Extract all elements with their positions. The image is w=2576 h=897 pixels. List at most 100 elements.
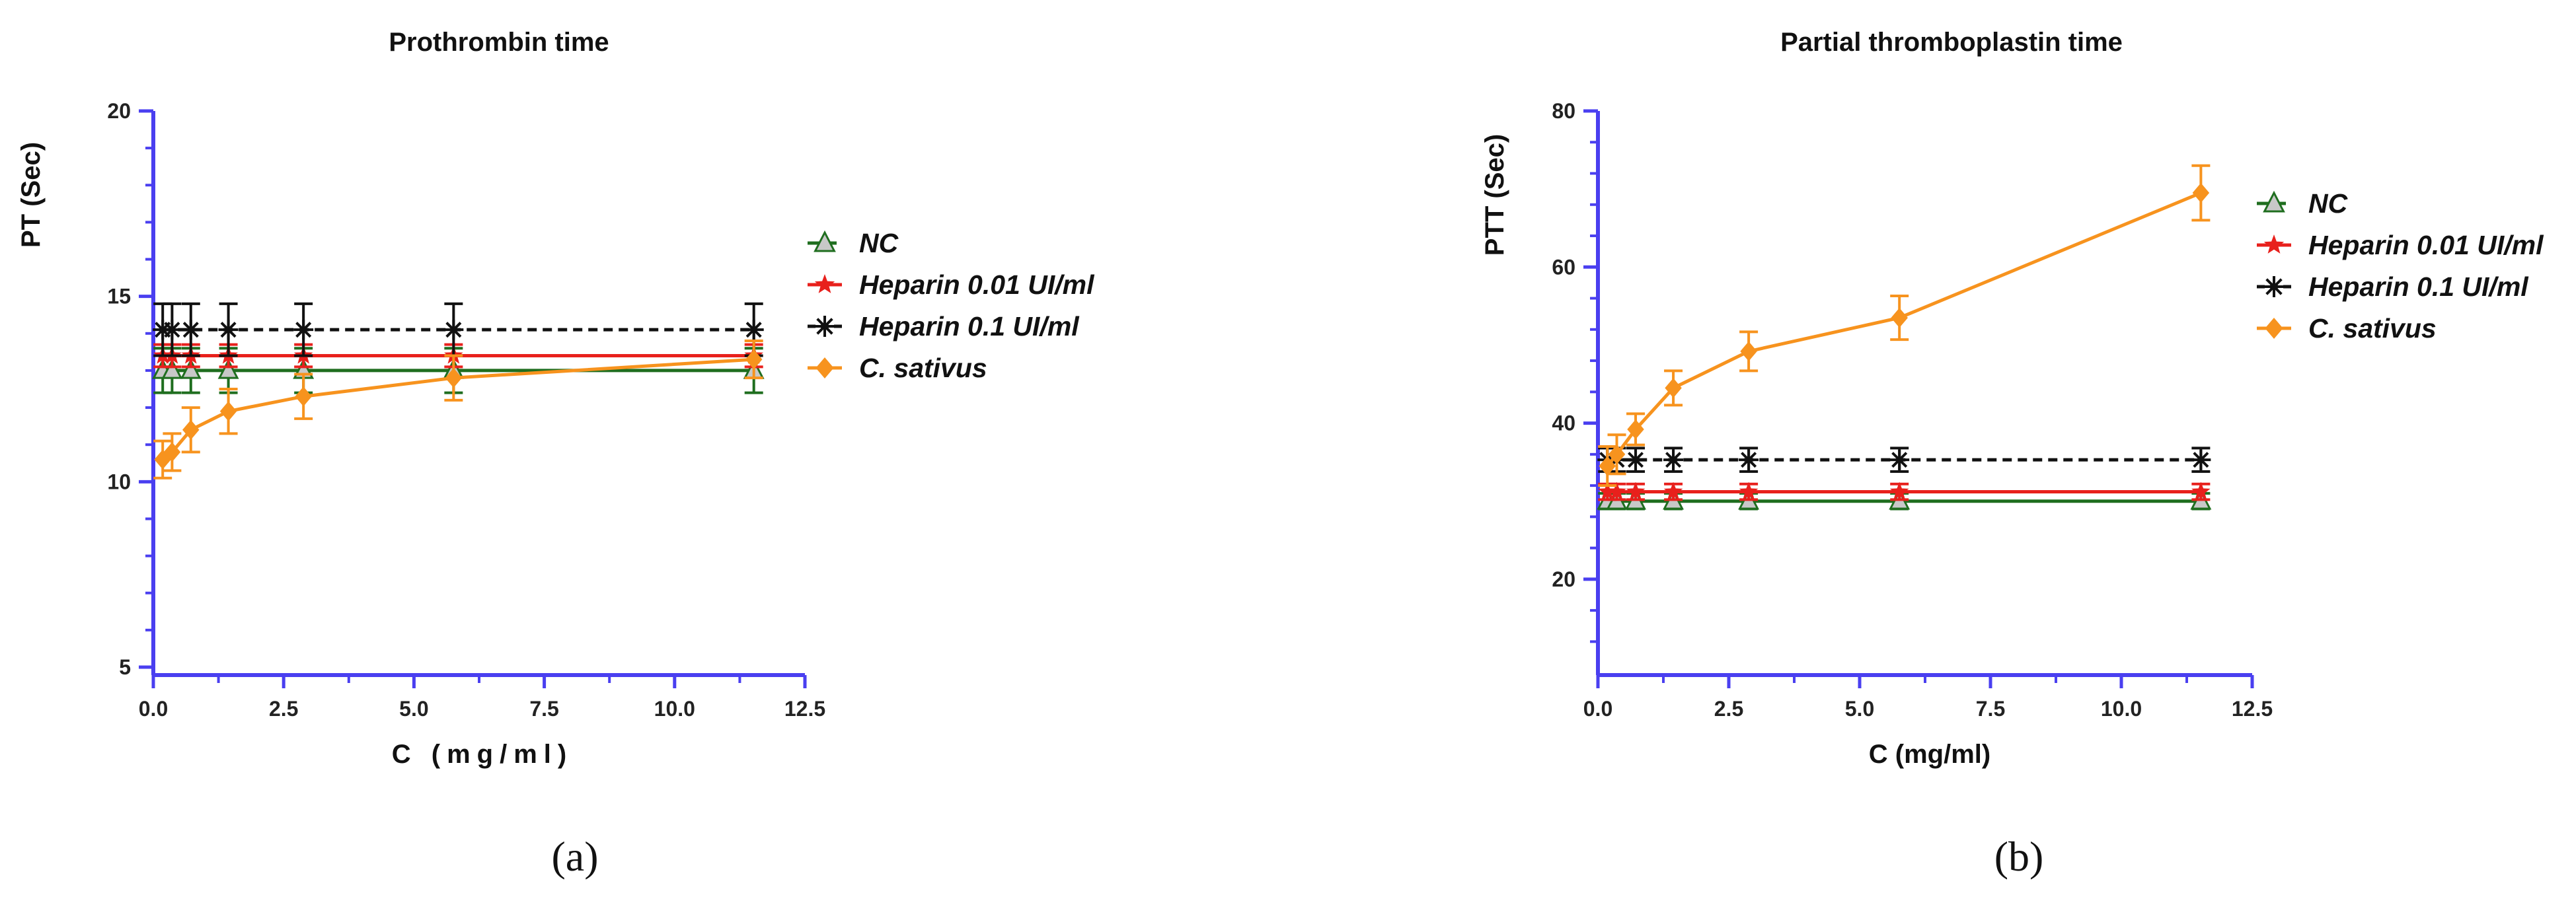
y-tick-label-a: 10 xyxy=(107,470,131,493)
y-tick-label-b: 40 xyxy=(1552,412,1575,435)
chart-title-a: Prothrombin time xyxy=(389,28,609,57)
data-point-hep01-b xyxy=(2191,450,2211,470)
legend-item-hep001-b: Heparin 0.01 UI/ml xyxy=(2257,230,2544,260)
data-point-hep01-b xyxy=(1739,450,1759,470)
chart-panel-b: Partial thromboplastin time PTT (Sec) C … xyxy=(1480,28,2544,880)
legend-marker-sativus-a xyxy=(815,357,834,378)
y-tick-label-b: 20 xyxy=(1552,567,1575,591)
legend-item-nc-a: NC xyxy=(808,228,899,258)
legend-label-hep001-a: Heparin 0.01 UI/ml xyxy=(859,269,1095,300)
legend-marker-hep001-b xyxy=(2263,234,2285,254)
y-axis-label-b: PTT (Sec) xyxy=(1480,134,1509,256)
plot-area-b xyxy=(1597,164,2212,511)
legend-label-sativus-b: C. sativus xyxy=(2308,313,2437,343)
data-point-hep01-a xyxy=(218,320,239,340)
data-point-hep001-b xyxy=(1889,482,1909,500)
x-tick-label-a: 0.0 xyxy=(139,697,168,721)
chart-panel-a: Prothrombin time PT (Sec) C (mg/ml) (a) … xyxy=(17,28,1095,880)
series-hep001-b xyxy=(1598,482,2211,501)
data-point-hep01-b xyxy=(1626,450,1646,470)
data-point-sativus-a xyxy=(745,349,763,370)
legend-item-sativus-a: C. sativus xyxy=(808,353,987,383)
legend-item-hep01-a: Heparin 0.1 UI/ml xyxy=(808,311,1080,341)
series-hep01-b xyxy=(1597,447,2211,473)
data-point-hep01-a xyxy=(180,320,201,340)
legend-marker-sativus-b xyxy=(2265,318,2283,339)
data-point-hep001-b xyxy=(1663,482,1683,500)
plot-area-a xyxy=(152,302,765,480)
data-point-sativus-a xyxy=(445,368,463,388)
legend-a: NC Heparin 0.01 UI/ml Heparin 0.1 UI/ml C. … xyxy=(808,228,1095,383)
y-tick-label-b: 60 xyxy=(1552,255,1575,279)
legend-marker-hep01-a xyxy=(814,316,835,337)
data-point-hep001-b xyxy=(2191,482,2211,500)
x-tick-label-b: 5.0 xyxy=(1845,697,1874,721)
legend-label-sativus-a: C. sativus xyxy=(859,353,987,383)
data-point-hep001-b xyxy=(1598,482,1617,500)
data-point-sativus-b xyxy=(1627,419,1644,440)
x-tick-label-a: 7.5 xyxy=(529,697,558,721)
x-tick-label-b: 0.0 xyxy=(1583,697,1612,721)
data-point-sativus-a xyxy=(182,419,200,440)
chart-title-b: Partial thromboplastin time xyxy=(1780,28,2123,57)
data-point-hep01-a xyxy=(162,320,182,340)
x-tick-label-a: 12.5 xyxy=(784,697,825,721)
data-point-hep01-a xyxy=(293,320,314,340)
axes-a: 5 10 15 20 0.0 2.5 5.0 7.5 10.0 12.5 xyxy=(107,99,825,721)
data-point-hep01-a xyxy=(443,320,464,340)
x-tick-label-a: 5.0 xyxy=(399,697,428,721)
legend-item-nc-b: NC xyxy=(2257,188,2349,219)
series-sativus-b xyxy=(1598,164,2211,487)
legend-label-hep01-b: Heparin 0.1 UI/ml xyxy=(2308,271,2529,302)
x-tick-label-a: 10.0 xyxy=(654,697,695,721)
y-tick-label-a: 5 xyxy=(119,655,131,679)
x-tick-label-b: 7.5 xyxy=(1976,697,2005,721)
data-point-nc-a xyxy=(161,358,183,379)
y-tick-label-a: 15 xyxy=(107,285,131,308)
legend-label-hep001-b: Heparin 0.01 UI/ml xyxy=(2308,230,2544,260)
x-tick-label-b: 12.5 xyxy=(2232,697,2273,721)
data-point-sativus-a xyxy=(163,442,181,462)
x-tick-label-b: 2.5 xyxy=(1714,697,1743,721)
legend-label-hep01-a: Heparin 0.1 UI/ml xyxy=(859,311,1080,341)
data-point-hep001-b xyxy=(1626,482,1646,500)
x-axis-label-b: C (mg/ml) xyxy=(1869,740,1990,769)
data-point-sativus-a xyxy=(295,386,312,407)
legend-marker-nc-a xyxy=(814,230,836,252)
data-point-sativus-b xyxy=(1599,456,1616,476)
x-tick-label-a: 2.5 xyxy=(269,697,298,721)
data-point-sativus-a xyxy=(219,401,237,421)
data-point-sativus-b xyxy=(1740,341,1757,361)
legend-label-nc-a: NC xyxy=(859,228,899,258)
series-sativus-a xyxy=(153,340,763,480)
y-tick-label-a: 20 xyxy=(107,99,131,123)
legend-item-hep001-a: Heparin 0.01 UI/ml xyxy=(808,269,1095,300)
panel-label-b: (b) xyxy=(1994,833,2044,880)
legend-marker-hep001-a xyxy=(814,274,835,293)
legend-marker-hep01-b xyxy=(2263,276,2285,297)
data-point-hep001-b xyxy=(1607,482,1626,500)
legend-marker-nc-b xyxy=(2263,190,2285,213)
legend-b: NC Heparin 0.01 UI/ml Heparin 0.1 UI/ml C. … xyxy=(2257,188,2544,343)
y-tick-label-b: 80 xyxy=(1552,99,1575,123)
data-point-hep01-b xyxy=(1889,450,1910,470)
legend-item-sativus-b: C. sativus xyxy=(2257,313,2437,343)
data-point-hep01-b xyxy=(1663,450,1684,470)
data-point-sativus-b xyxy=(1665,378,1682,398)
data-point-nc-a xyxy=(217,358,239,379)
x-tick-label-b: 10.0 xyxy=(2101,697,2142,721)
x-axis-label-a: C (mg/ml) xyxy=(392,740,573,769)
panel-label-a: (a) xyxy=(551,833,598,880)
axes-b: 20 40 60 80 0.0 2.5 5.0 7.5 10.0 12.5 xyxy=(1552,99,2273,721)
data-point-sativus-b xyxy=(2192,183,2210,203)
y-axis-label-a: PT (Sec) xyxy=(17,142,46,248)
series-hep01-a xyxy=(153,302,764,357)
data-point-hep001-b xyxy=(1739,482,1759,500)
data-point-sativus-b xyxy=(1608,444,1626,464)
legend-item-hep01-b: Heparin 0.1 UI/ml xyxy=(2257,271,2529,302)
legend-label-nc-b: NC xyxy=(2308,188,2349,219)
series-line-sativus-b xyxy=(1606,191,2202,468)
data-point-sativus-b xyxy=(1891,308,1908,328)
data-point-hep01-a xyxy=(743,320,764,340)
